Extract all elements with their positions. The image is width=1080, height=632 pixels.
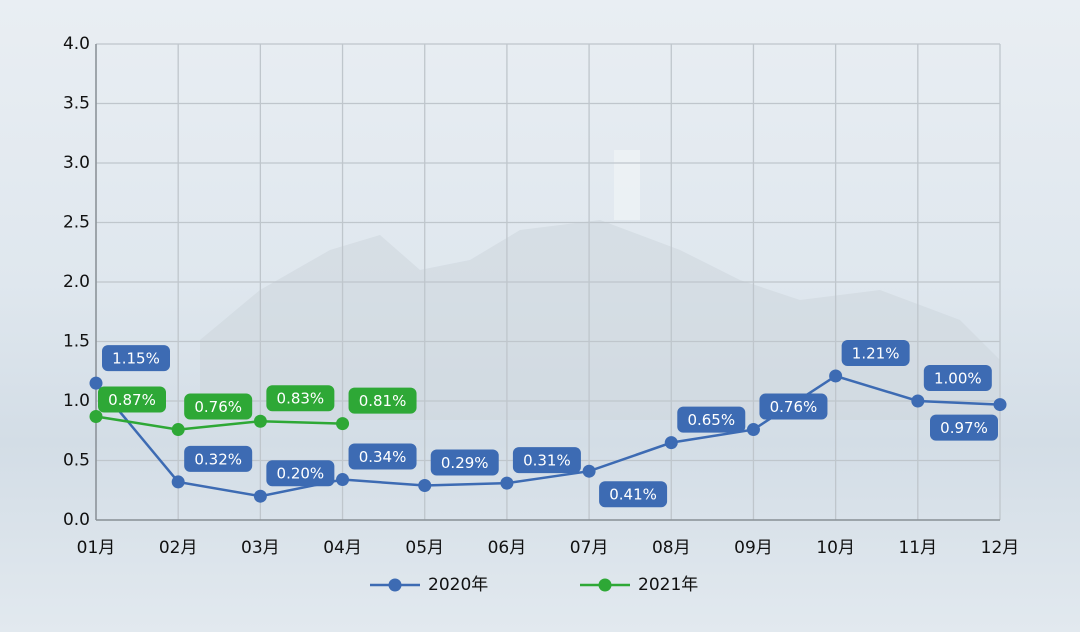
data-point	[418, 478, 432, 492]
x-tick-label: 11月	[898, 538, 937, 558]
data-label-box	[184, 445, 253, 472]
data-label-box	[430, 449, 499, 476]
data-label: 0.81%	[359, 392, 407, 410]
data-point	[336, 473, 350, 487]
y-tick-label: 0.0	[63, 510, 90, 530]
data-point	[746, 423, 760, 437]
data-label-box	[512, 447, 581, 474]
x-tick-label: 06月	[488, 538, 527, 558]
x-tick-label: 07月	[570, 538, 609, 558]
x-tick-label: 05月	[405, 538, 444, 558]
data-label: 0.65%	[687, 411, 735, 429]
legend-label: 2021年	[638, 575, 698, 595]
y-tick-label: 2.0	[63, 272, 90, 292]
data-point	[171, 475, 185, 489]
y-tick-label: 0.5	[63, 451, 90, 471]
data-label: 0.76%	[770, 398, 818, 416]
data-label-box	[266, 460, 335, 487]
series-line	[95, 374, 1001, 498]
data-label-box	[184, 393, 253, 420]
data-label: 0.31%	[523, 452, 571, 470]
data-label-box	[266, 385, 335, 412]
y-tick-label: 4.0	[63, 34, 90, 54]
data-point	[171, 423, 185, 437]
data-point	[911, 394, 925, 408]
legend-marker	[388, 578, 402, 592]
data-label-box	[677, 406, 746, 433]
grid	[95, 43, 1001, 521]
data-point	[582, 464, 596, 478]
data-label-box	[348, 387, 417, 414]
y-tick-label: 1.5	[63, 332, 90, 352]
data-label-box	[102, 345, 170, 372]
x-tick-label: 03月	[241, 538, 280, 558]
data-point	[89, 376, 103, 390]
data-label: 0.41%	[609, 486, 657, 504]
data-point	[500, 476, 514, 490]
data-label-box	[98, 386, 166, 413]
data-point	[253, 414, 267, 428]
data-label-box	[348, 443, 417, 470]
data-point	[253, 489, 267, 503]
data-point	[829, 369, 843, 383]
data-label: 1.21%	[852, 345, 900, 363]
y-tick-label: 3.5	[63, 94, 90, 114]
y-tick-label: 1.0	[63, 391, 90, 411]
data-point	[993, 398, 1007, 412]
data-label: 0.83%	[277, 390, 325, 408]
data-point	[336, 417, 350, 431]
data-label: 0.87%	[108, 391, 156, 409]
data-label: 0.20%	[277, 465, 325, 483]
y-tick-label: 3.0	[63, 153, 90, 173]
x-tick-label: 08月	[652, 538, 691, 558]
legend-marker	[598, 578, 612, 592]
data-label: 1.15%	[112, 350, 160, 368]
series-line	[95, 415, 343, 431]
data-label: 0.97%	[940, 419, 988, 437]
x-tick-label: 01月	[77, 538, 116, 558]
data-label: 0.76%	[194, 398, 242, 416]
legend-label: 2020年	[428, 575, 488, 595]
data-point	[664, 436, 678, 450]
x-tick-label: 12月	[981, 538, 1020, 558]
data-label: 0.34%	[359, 448, 407, 466]
data-label-box	[599, 481, 668, 508]
data-label-box	[923, 365, 992, 391]
x-tick-label: 09月	[734, 538, 773, 558]
data-label-box	[841, 340, 910, 367]
plot: 1.15% 0.32% 0.20% 0.34% 0.29% 0.31% 0.41% 0.65%…	[89, 340, 1007, 508]
data-label-box	[930, 414, 998, 441]
x-tick-label: 02月	[159, 538, 198, 558]
data-label: 1.00%	[934, 370, 982, 388]
background-lighthouse	[614, 150, 640, 220]
x-tick-label: 04月	[323, 538, 362, 558]
data-point	[89, 409, 103, 423]
x-tick-label: 10月	[816, 538, 855, 558]
y-tick-label: 2.5	[63, 213, 90, 233]
background-rocks	[200, 220, 1000, 420]
data-label-box	[759, 393, 828, 420]
data-label: 0.29%	[441, 454, 489, 472]
data-label: 0.32%	[194, 450, 242, 468]
